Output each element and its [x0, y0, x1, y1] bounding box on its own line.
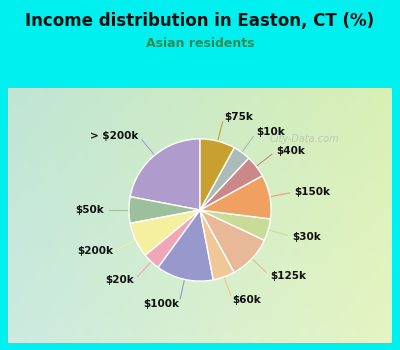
- Wedge shape: [158, 210, 213, 281]
- Wedge shape: [129, 197, 200, 223]
- Text: Asian residents: Asian residents: [146, 37, 254, 50]
- Wedge shape: [130, 210, 200, 256]
- Wedge shape: [200, 139, 234, 210]
- Text: Income distribution in Easton, CT (%): Income distribution in Easton, CT (%): [26, 12, 374, 30]
- Text: $60k: $60k: [232, 295, 261, 305]
- Text: $40k: $40k: [276, 146, 305, 156]
- Text: > $200k: > $200k: [90, 131, 139, 141]
- Text: $150k: $150k: [294, 187, 330, 197]
- Wedge shape: [200, 176, 271, 219]
- Text: $125k: $125k: [270, 271, 306, 281]
- Text: $20k: $20k: [106, 275, 134, 285]
- Text: $200k: $200k: [77, 246, 113, 256]
- Wedge shape: [200, 148, 249, 210]
- Text: $50k: $50k: [75, 205, 104, 215]
- Wedge shape: [200, 210, 270, 240]
- Text: $10k: $10k: [256, 127, 285, 137]
- Text: $100k: $100k: [143, 299, 179, 309]
- Text: $30k: $30k: [292, 232, 321, 242]
- Text: $75k: $75k: [224, 112, 253, 122]
- Wedge shape: [200, 210, 234, 280]
- Wedge shape: [200, 210, 264, 272]
- Wedge shape: [200, 158, 262, 210]
- Wedge shape: [145, 210, 200, 267]
- Wedge shape: [130, 139, 200, 210]
- Text: City-Data.com: City-Data.com: [269, 134, 339, 143]
